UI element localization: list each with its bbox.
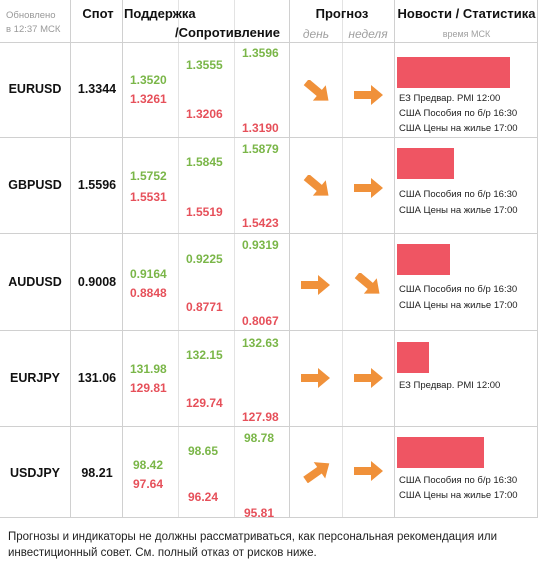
support-level-1: 98.42 (133, 458, 164, 472)
news-header: Новости / Статистика (397, 6, 536, 21)
right-arrow-icon (354, 178, 383, 198)
right-arrow-icon (354, 368, 383, 388)
resistance-level-1: 0.8848 (130, 286, 167, 300)
support-level-1: 0.9164 (130, 267, 167, 281)
support-level-2: 98.65 (188, 444, 219, 458)
support-level-2: 0.9225 (186, 252, 223, 266)
col-divider (122, 0, 123, 517)
updated-label: Обновлено (6, 10, 56, 21)
forecast-day-header: день (302, 27, 330, 41)
down-right-arrow-icon (354, 273, 380, 294)
support-level-2: 1.5845 (186, 155, 223, 169)
col-divider (342, 0, 343, 517)
news-event: ЕЗ Предвар. PMI 12:00 (399, 93, 501, 104)
news-impact-bar (397, 244, 450, 275)
resistance-level-3: 1.3190 (242, 121, 279, 135)
news-event: ЕЗ Предвар. PMI 12:00 (399, 380, 501, 391)
support-level-3: 98.78 (244, 431, 275, 445)
row-divider (0, 137, 538, 138)
table-row: USDJPY 98.21 98.42 97.64 98.65 96.24 98.… (0, 427, 538, 520)
resistance-header: /Сопротивление (175, 25, 280, 40)
resistance-level-1: 129.81 (130, 381, 167, 395)
risk-disclaimer: Прогнозы и индикаторы не должны рассматр… (8, 531, 498, 559)
currency-pair: USDJPY (9, 466, 61, 480)
table-row: AUDUSD 0.9008 0.9164 0.8848 0.9225 0.877… (0, 234, 538, 330)
col-divider (394, 0, 395, 517)
spot-price: 98.21 (81, 466, 113, 480)
support-level-2: 1.3555 (186, 58, 223, 72)
col-divider (289, 0, 290, 517)
col-divider (178, 0, 179, 517)
row-divider (0, 517, 538, 518)
resistance-level-2: 1.5519 (186, 205, 223, 219)
currency-pair: AUDUSD (8, 275, 62, 289)
table-row: GBPUSD 1.5596 1.5752 1.5531 1.5845 1.551… (0, 138, 538, 233)
support-level-1: 1.3520 (130, 73, 167, 87)
updated-time: Обновлено в 12:37 МСК (6, 9, 70, 37)
col-divider (234, 0, 235, 517)
support-level-2: 132.15 (186, 348, 223, 362)
right-arrow-icon (301, 368, 330, 388)
forecast-header: Прогноз (315, 6, 369, 21)
spot-price: 131.06 (77, 371, 117, 385)
support-level-3: 132.63 (242, 336, 279, 350)
news-event: США Пособия по б/р 16:30 (399, 475, 518, 486)
currency-pair: EURJPY (9, 371, 61, 385)
news-impact-bar (397, 148, 454, 179)
row-divider (0, 233, 538, 234)
news-event: США Пособия по б/р 16:30 (399, 189, 518, 200)
news-event: США Пособия по б/р 16:30 (399, 284, 518, 295)
support-level-3: 1.3596 (242, 46, 279, 60)
support-level-1: 131.98 (130, 362, 167, 376)
resistance-level-2: 129.74 (186, 396, 223, 410)
resistance-level-3: 127.98 (242, 410, 279, 424)
table-row: EURJPY 131.06 131.98 129.81 132.15 129.7… (0, 331, 538, 426)
up-right-arrow-icon (303, 462, 330, 483)
news-event: США Цены на жилье 17:00 (399, 490, 518, 501)
spot-price: 1.5596 (77, 178, 117, 192)
news-event: США Цены на жилье 17:00 (399, 300, 518, 311)
row-divider (0, 42, 538, 43)
resistance-level-3: 1.5423 (242, 216, 279, 230)
resistance-level-1: 1.3261 (130, 92, 167, 106)
news-impact-bar (397, 57, 510, 88)
row-divider (0, 330, 538, 331)
news-impact-bar (397, 437, 484, 468)
row-divider (0, 426, 538, 427)
news-impact-bar (397, 342, 429, 373)
resistance-level-2: 96.24 (188, 490, 219, 504)
resistance-level-1: 1.5531 (130, 190, 167, 204)
news-event: США Цены на жилье 17:00 (399, 123, 518, 134)
spot-header: Спот (82, 6, 114, 21)
resistance-level-2: 0.8771 (186, 300, 223, 314)
down-right-arrow-icon (303, 80, 329, 101)
resistance-level-3: 95.81 (244, 506, 275, 520)
forex-table: Обновлено в 12:37 МСК Спот Поддержка /Со… (0, 0, 538, 520)
resistance-level-3: 0.8067 (242, 314, 279, 328)
spot-price: 0.9008 (77, 275, 117, 289)
forecast-week-header: неделя (348, 27, 388, 41)
spot-price: 1.3344 (77, 82, 117, 96)
support-level-3: 0.9319 (242, 238, 279, 252)
time-zone-note: время МСК (442, 29, 491, 39)
table-row: EURUSD 1.3344 1.3520 1.3261 1.3555 1.320… (0, 43, 538, 137)
currency-pair: EURUSD (8, 82, 62, 96)
news-event: США Пособия по б/р 16:30 (399, 108, 518, 119)
down-right-arrow-icon (303, 175, 329, 196)
currency-pair: GBPUSD (8, 178, 62, 192)
resistance-level-1: 97.64 (133, 477, 164, 491)
support-level-3: 1.5879 (242, 142, 279, 156)
news-event: США Цены на жилье 17:00 (399, 205, 518, 216)
support-level-1: 1.5752 (130, 169, 167, 183)
col-divider (70, 0, 71, 517)
right-arrow-icon (301, 275, 330, 295)
support-header: Поддержка (124, 6, 196, 21)
right-arrow-icon (354, 85, 383, 105)
resistance-level-2: 1.3206 (186, 107, 223, 121)
right-arrow-icon (354, 461, 383, 481)
updated-value: в 12:37 МСК (6, 24, 61, 35)
